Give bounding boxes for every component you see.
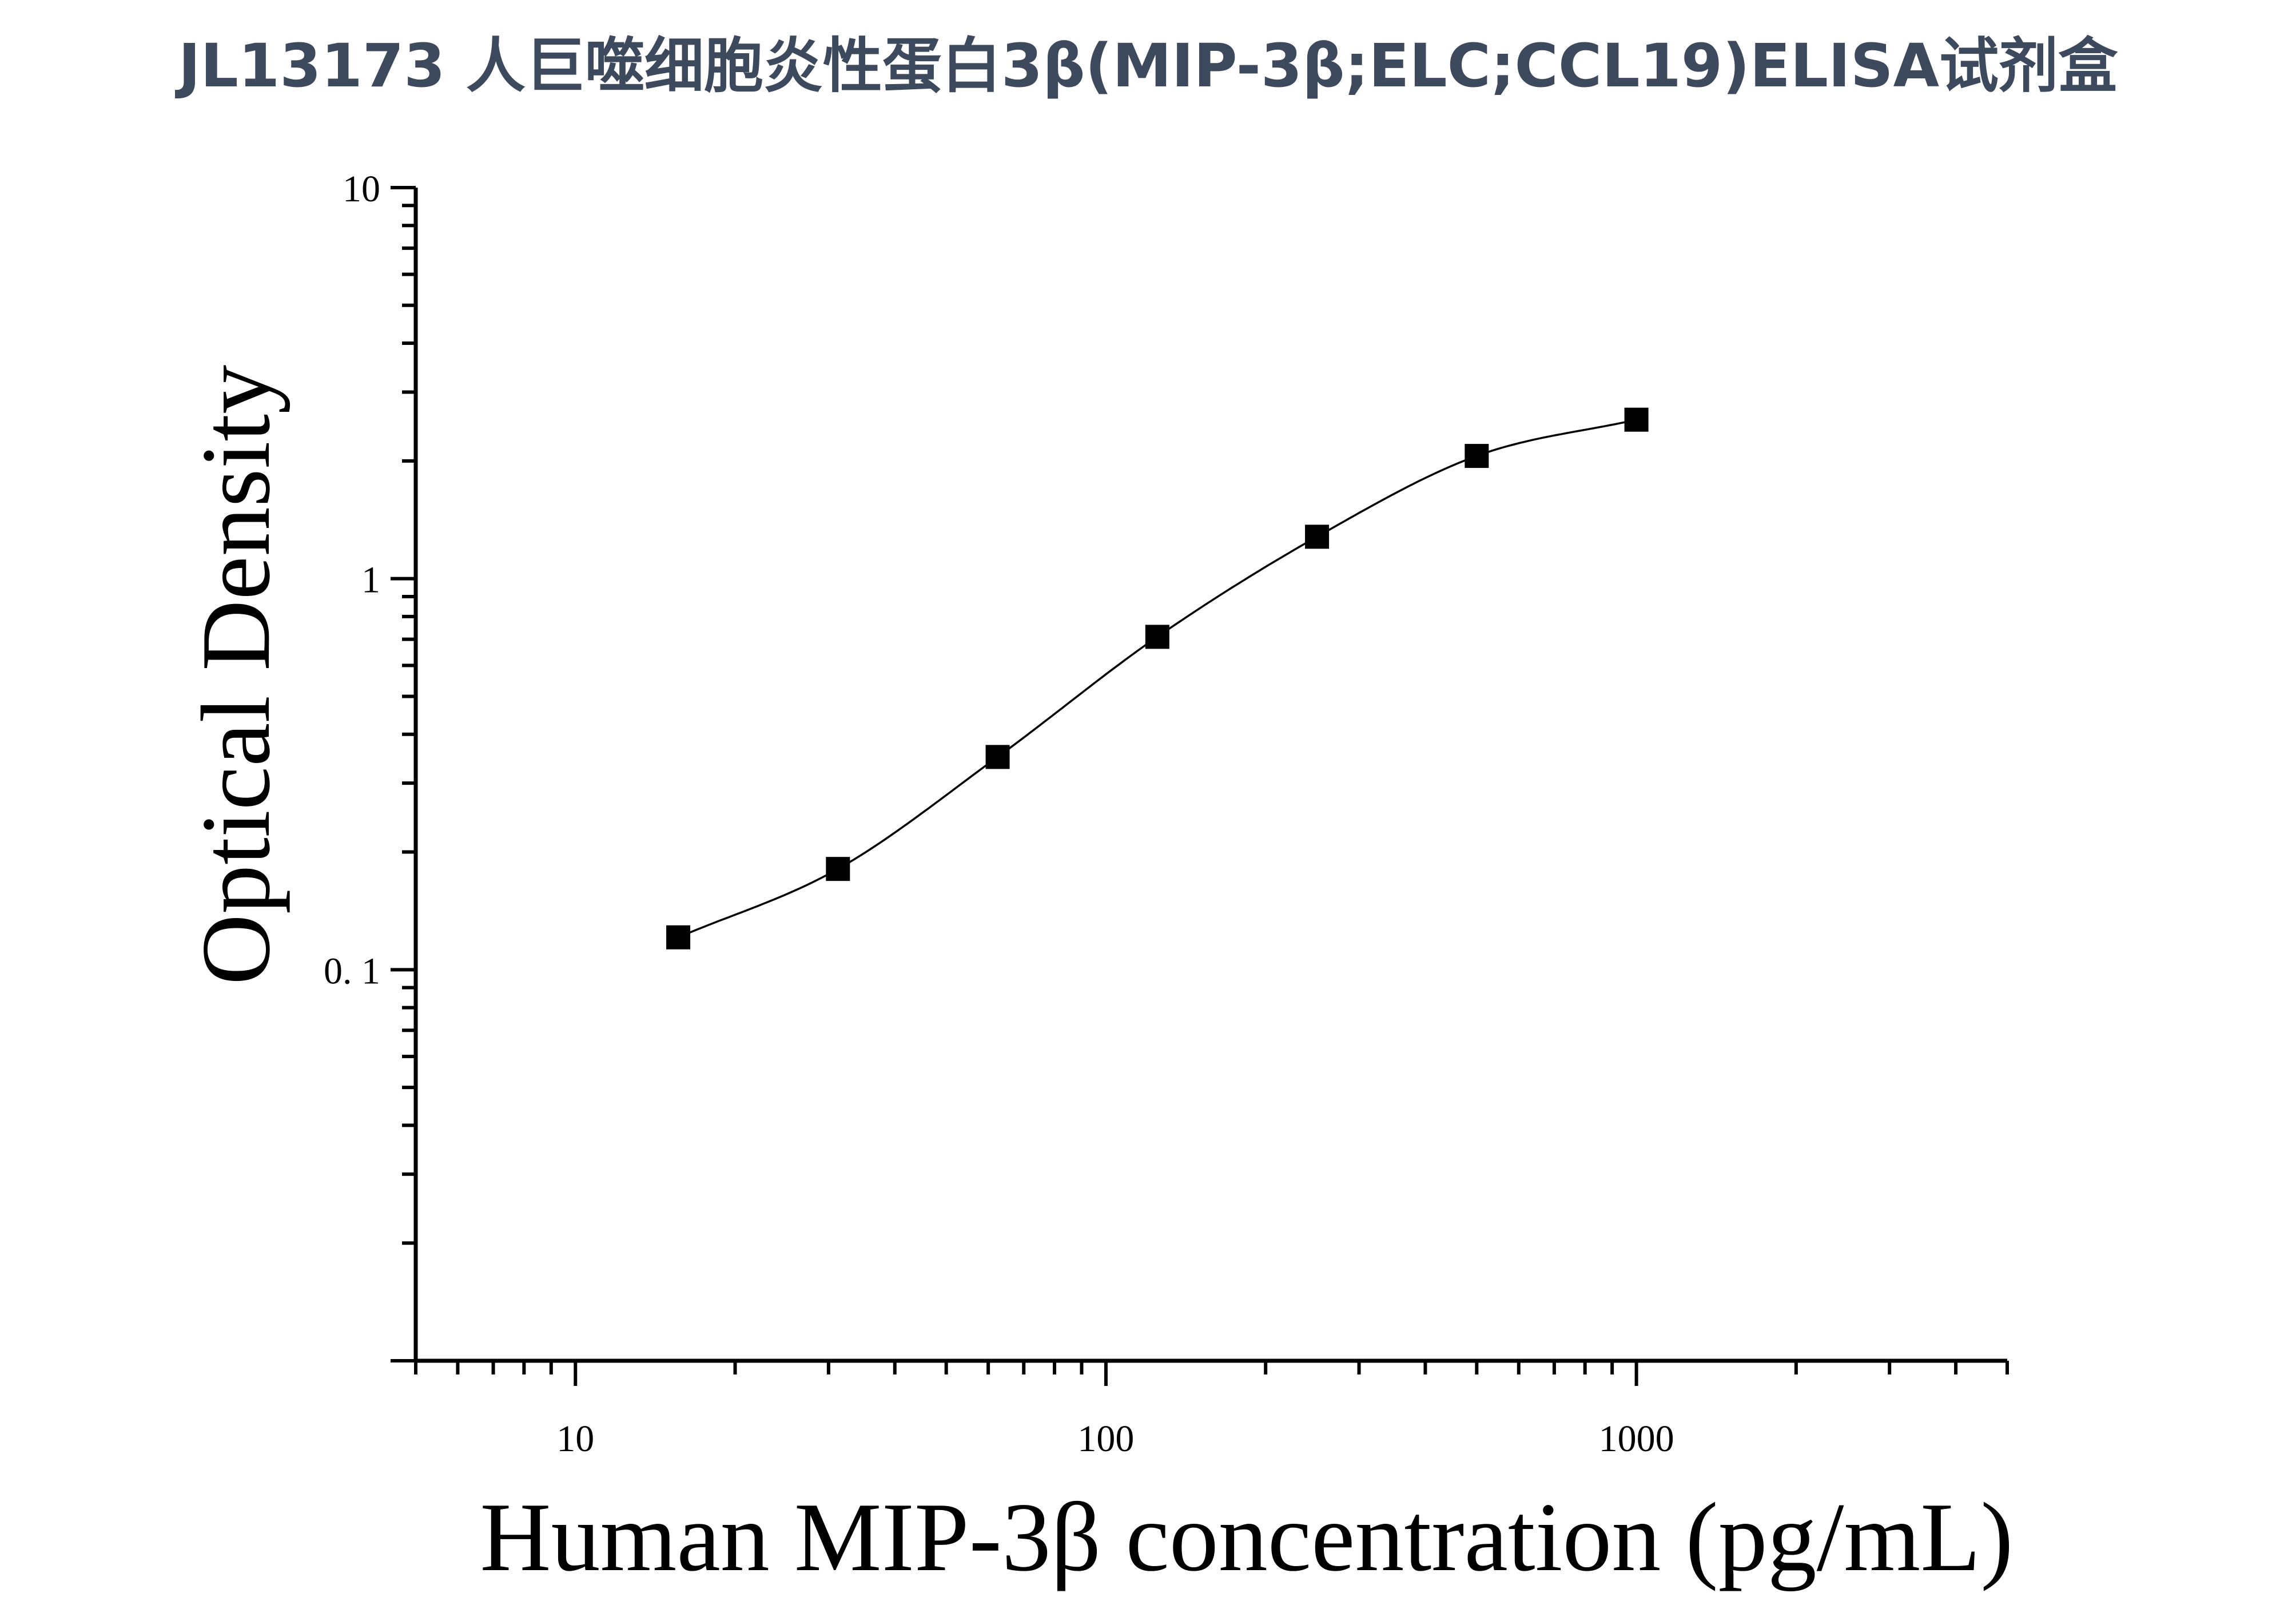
data-point <box>826 857 850 881</box>
fit-curve <box>678 418 1637 939</box>
axes <box>391 186 2009 1386</box>
x-axis-label: Human MIP-3β concentration (pg/mL) <box>480 1483 2013 1592</box>
data-point <box>1145 625 1169 649</box>
y-tick-label: 0. 1 <box>324 950 380 992</box>
fit-curve-layer <box>678 418 1637 939</box>
y-tick-label: 10 <box>343 168 380 210</box>
y-tick-label: 1 <box>361 559 380 601</box>
data-point <box>1305 525 1330 549</box>
x-tick-label: 10 <box>556 1418 594 1460</box>
data-points <box>666 407 1649 950</box>
y-axis-label: Optical Density <box>182 365 291 985</box>
data-point <box>1465 444 1489 468</box>
data-point <box>985 745 1010 769</box>
data-point <box>1624 407 1649 432</box>
data-point <box>666 925 691 950</box>
x-tick-label: 1000 <box>1599 1418 1674 1460</box>
chart-title: JL13173 人巨噬细胞炎性蛋白3β(MIP-3β;ELC;CCL19)ELI… <box>178 31 2118 101</box>
tick-labels: 10 100 1000 0. 1 1 10 <box>324 168 1674 1460</box>
x-tick-label: 100 <box>1077 1418 1134 1460</box>
